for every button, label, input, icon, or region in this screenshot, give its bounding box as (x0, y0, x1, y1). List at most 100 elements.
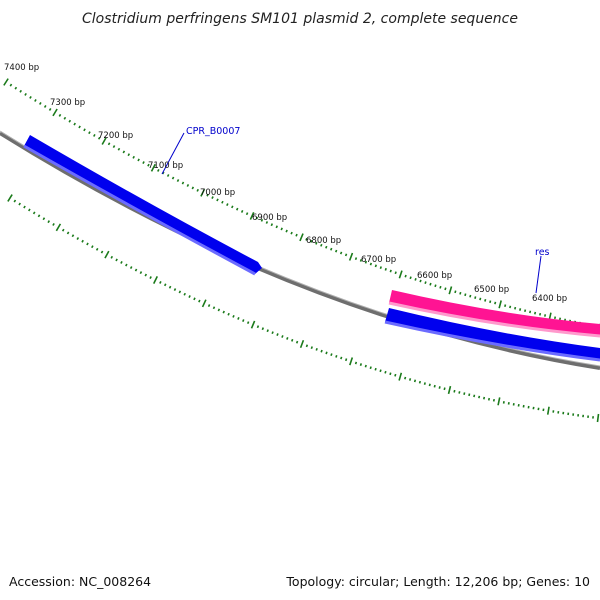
outer-ring-minor-tick (142, 161, 145, 165)
inner-ring-minor-tick (423, 382, 426, 385)
outer-ring-minor-tick (374, 264, 378, 268)
outer-ring-minor-tick (137, 158, 140, 162)
inner-ring-major-tick (104, 250, 110, 259)
inner-ring-minor-tick (95, 247, 99, 251)
outer-ring-minor-tick (29, 95, 32, 99)
gene-arrow-right[interactable] (384, 308, 600, 362)
outer-ring-minor-tick (97, 136, 101, 140)
outer-ring-minor-tick (161, 171, 165, 175)
inner-ring-minor-tick (13, 199, 17, 203)
inner-ring-minor-tick (271, 331, 274, 335)
inner-ring-minor-tick (32, 211, 36, 215)
outer-ring-major-tick (299, 233, 304, 242)
outer-ring-minor-tick (107, 142, 111, 146)
inner-ring-minor-tick (286, 337, 289, 340)
outer-ring-minor-tick (211, 196, 214, 199)
outer-ring-major-tick (498, 300, 502, 309)
outer-ring-minor-tick (494, 301, 497, 305)
outer-ring-minor-tick (394, 271, 397, 275)
outer-ring-minor-tick (186, 184, 190, 187)
outer-ring-minor-tick (354, 257, 358, 261)
inner-ring-minor-tick (369, 366, 372, 370)
inner-ring-minor-tick (246, 321, 250, 325)
outer-ring-minor-tick (181, 181, 185, 185)
outer-ring-minor-tick (19, 89, 23, 93)
inner-ring-minor-tick (61, 228, 65, 232)
outer-ring-minor-tick (539, 312, 542, 316)
inner-ring-minor-tick (389, 372, 392, 376)
inner-ring-minor-tick (379, 369, 382, 373)
outer-ring-minor-tick (534, 311, 537, 315)
outer-tick-ring (3, 78, 600, 332)
tick-label-7300: 7300 bp (50, 98, 85, 108)
inner-ring-minor-tick (71, 234, 75, 238)
inner-ring-minor-tick (163, 283, 167, 287)
inner-ring-minor-tick (404, 376, 407, 380)
outer-ring-minor-tick (93, 134, 96, 137)
outer-ring-minor-tick (9, 83, 13, 87)
outer-ring-minor-tick (112, 145, 116, 148)
tick-label-6900: 6900 bp (252, 213, 287, 223)
outer-ring-minor-tick (454, 290, 457, 294)
feature-res[interactable] (388, 290, 600, 338)
inner-ring-minor-tick (110, 255, 114, 259)
inner-ring-major-tick (299, 339, 305, 349)
outer-ring-minor-tick (127, 153, 131, 157)
outer-ring-minor-tick (364, 260, 368, 264)
inner-ring-minor-tick (458, 391, 461, 394)
inner-ring-minor-tick (18, 202, 21, 206)
tick-label-7400: 7400 bp (4, 63, 39, 73)
inner-ring-minor-tick (52, 223, 55, 226)
inner-ring-minor-tick (183, 292, 186, 296)
inner-ring-minor-tick (374, 367, 377, 371)
outer-ring-minor-tick (359, 259, 363, 262)
inner-ring-minor-tick (227, 312, 230, 316)
outer-ring-minor-tick (519, 308, 522, 311)
inner-ring-minor-tick (168, 285, 172, 289)
tick-label-7000: 7000 bp (200, 188, 235, 198)
outer-ring-minor-tick (524, 309, 527, 313)
inner-ring-minor-tick (394, 373, 397, 377)
outer-ring-minor-tick (14, 86, 18, 90)
outer-ring-minor-tick (240, 210, 244, 213)
inner-ring-minor-tick (129, 266, 133, 270)
outer-ring-major-tick (150, 163, 156, 172)
inner-ring-minor-tick (149, 276, 152, 279)
outer-ring-minor-tick (379, 266, 382, 269)
outer-ring-minor-tick (558, 317, 562, 321)
inner-ring-minor-tick (81, 239, 84, 243)
inner-ring-minor-tick (384, 370, 387, 374)
inner-ring-minor-tick (276, 333, 279, 336)
gene-arrow-cpr-b0007[interactable] (23, 135, 262, 276)
outer-ring-minor-tick (73, 122, 76, 126)
outer-ring-minor-tick (275, 225, 278, 229)
inner-ring-minor-tick (453, 389, 456, 393)
outer-ring-minor-tick (206, 193, 209, 197)
inner-ring-minor-tick (354, 361, 358, 365)
inner-ring-minor-tick (188, 295, 191, 298)
inner-ring-minor-tick (159, 280, 162, 284)
inner-ring-minor-tick (281, 335, 284, 338)
outer-ring-minor-tick (39, 102, 42, 105)
inner-ring-minor-tick (37, 214, 41, 218)
tick-label-7100: 7100 bp (148, 161, 183, 171)
inner-ring-minor-tick (28, 208, 31, 212)
inner-ring-minor-tick (418, 380, 422, 384)
outer-ring-minor-tick (439, 285, 442, 289)
inner-ring-minor-tick (364, 364, 367, 368)
inner-ring-minor-tick (463, 392, 466, 395)
outer-ring-minor-tick (132, 155, 135, 159)
inner-ring-minor-tick (76, 237, 80, 240)
outer-ring-minor-tick (196, 188, 199, 192)
inner-ring-major-tick (447, 385, 452, 395)
feature-label-res[interactable]: res (535, 247, 550, 258)
feature-label-cpr-b0007[interactable]: CPR_B0007 (186, 126, 240, 137)
outer-ring-minor-tick (504, 304, 507, 308)
outer-ring-minor-tick (157, 168, 160, 172)
tick-label-6500: 6500 bp (474, 285, 509, 295)
inner-ring-major-tick (55, 223, 62, 232)
accession-text: Accession: NC_008264 (9, 574, 151, 589)
outer-ring-minor-tick (255, 216, 259, 220)
outer-ring-minor-tick (221, 200, 224, 204)
outer-ring-minor-tick (424, 281, 427, 284)
